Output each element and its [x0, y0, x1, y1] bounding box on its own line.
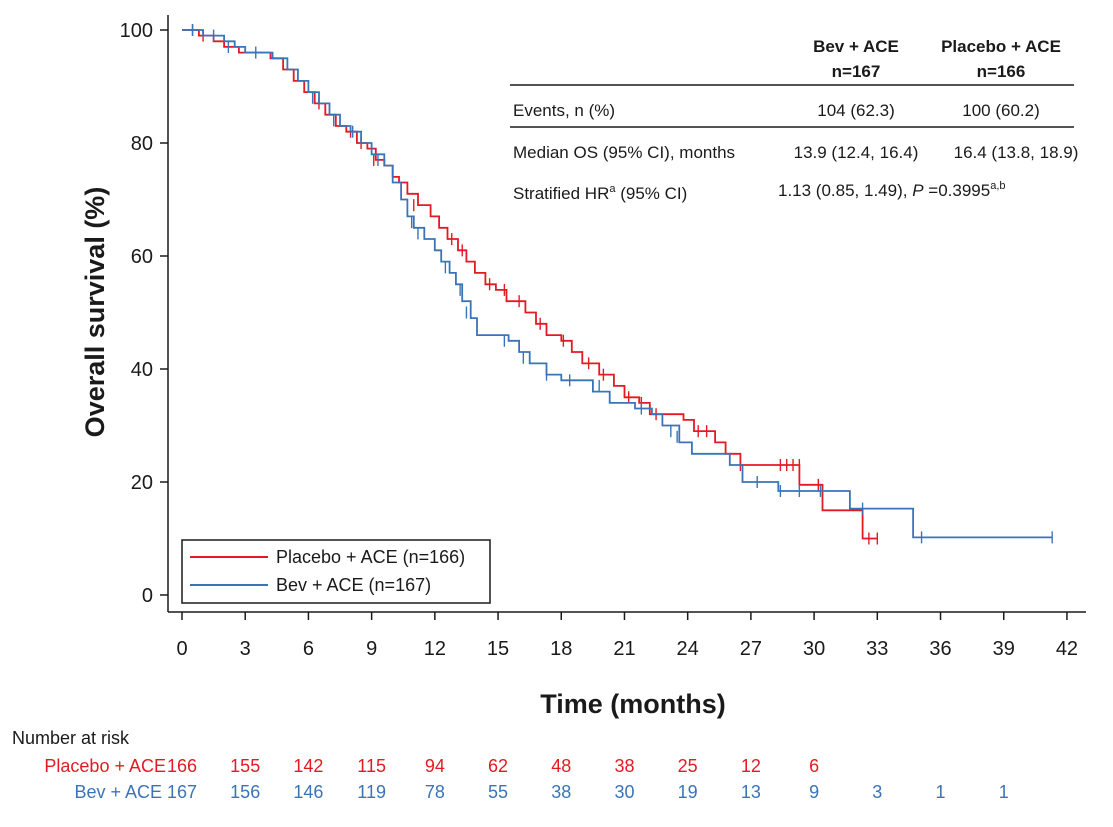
x-tick-label: 30 — [803, 638, 825, 660]
x-tick-label: 27 — [740, 638, 762, 660]
y-tick-label: 20 — [131, 472, 153, 494]
legend: Placebo + ACE (n=166) Bev + ACE (n=167) — [181, 539, 491, 604]
table-row2-col2: 16.4 (13.8, 18.9) — [954, 143, 1079, 162]
y-tick-label: 80 — [131, 133, 153, 155]
risk-count-placebo: 94 — [425, 756, 445, 776]
risk-count-bev: 30 — [614, 782, 634, 802]
risk-count-placebo: 38 — [614, 756, 634, 776]
table-col1-header-1: Bev + ACE — [813, 37, 899, 56]
x-tick-label: 6 — [303, 638, 314, 660]
risk-count-bev: 13 — [741, 782, 761, 802]
risk-count-bev: 9 — [809, 782, 819, 802]
risk-count-bev: 19 — [678, 782, 698, 802]
risk-count-bev: 78 — [425, 782, 445, 802]
x-ticks: 0 3 6 9 12 15 18 21 24 27 30 33 36 39 42 — [176, 612, 1078, 660]
table-row2-col1: 13.9 (12.4, 16.4) — [794, 143, 919, 162]
x-tick-label: 36 — [929, 638, 951, 660]
risk-count-placebo: 142 — [293, 756, 323, 776]
y-tick-label: 40 — [131, 359, 153, 381]
x-tick-label: 21 — [613, 638, 635, 660]
risk-count-placebo: 62 — [488, 756, 508, 776]
risk-count-bev: 167 — [167, 782, 197, 802]
risk-count-bev: 156 — [230, 782, 260, 802]
x-tick-label: 18 — [550, 638, 572, 660]
legend-label-bev: Bev + ACE (n=167) — [276, 575, 431, 595]
risk-table: Number at risk Placebo + ACE Bev + ACE 1… — [12, 728, 1009, 802]
risk-count-bev: 119 — [357, 782, 386, 802]
risk-row-placebo: 166 155 142 115 94 62 48 38 25 12 6 — [167, 756, 819, 776]
x-tick-label: 0 — [176, 638, 187, 660]
table-row2-label: Median OS (95% CI), months — [513, 143, 735, 162]
risk-count-bev: 55 — [488, 782, 508, 802]
survival-curves — [182, 24, 1053, 545]
x-tick-label: 24 — [677, 638, 699, 660]
risk-count-placebo: 12 — [741, 756, 761, 776]
x-tick-label: 9 — [366, 638, 377, 660]
y-ticks: 0 20 40 60 80 100 — [120, 20, 168, 607]
risk-count-placebo: 155 — [230, 756, 260, 776]
risk-count-bev: 3 — [872, 782, 882, 802]
x-tick-label: 39 — [993, 638, 1015, 660]
table-row3-label: Stratified HRa (95% CI) — [513, 183, 687, 203]
table-row1-col2: 100 (60.2) — [962, 101, 1040, 120]
risk-count-placebo: 166 — [167, 756, 197, 776]
risk-count-bev: 146 — [293, 782, 323, 802]
risk-count-placebo: 25 — [678, 756, 698, 776]
summary-table: Bev + ACE n=167 Placebo + ACE n=166 Even… — [510, 37, 1078, 203]
legend-label-placebo: Placebo + ACE (n=166) — [276, 547, 465, 567]
risk-count-placebo: 115 — [357, 756, 386, 776]
risk-title: Number at risk — [12, 728, 130, 748]
x-tick-label: 3 — [240, 638, 251, 660]
y-axis-title: Overall survival (%) — [80, 187, 110, 438]
y-tick-label: 100 — [120, 20, 153, 42]
table-col1-header-2: n=167 — [832, 62, 881, 81]
table-col2-header-1: Placebo + ACE — [941, 37, 1061, 56]
risk-count-bev: 1 — [936, 782, 946, 802]
legend-box — [181, 539, 491, 604]
series-line-bev — [182, 29, 1053, 539]
y-tick-label: 0 — [142, 585, 153, 607]
risk-count-bev: 1 — [999, 782, 1009, 802]
table-col2-header-2: n=166 — [977, 62, 1026, 81]
y-tick-label: 60 — [131, 246, 153, 268]
x-tick-label: 33 — [866, 638, 888, 660]
table-row1-label: Events, n (%) — [513, 101, 615, 120]
risk-count-placebo: 6 — [809, 756, 819, 776]
table-row1-col1: 104 (62.3) — [817, 101, 895, 120]
x-axis-title: Time (months) — [540, 689, 726, 719]
x-tick-label: 15 — [487, 638, 509, 660]
risk-row-bev: 167 156 146 119 78 55 38 30 19 13 9 3 1 1 — [167, 782, 1009, 802]
axes — [167, 15, 1086, 613]
risk-label-bev: Bev + ACE — [74, 782, 162, 802]
x-tick-label: 12 — [424, 638, 446, 660]
x-tick-label: 42 — [1056, 638, 1078, 660]
risk-count-bev: 38 — [551, 782, 571, 802]
table-row3-value: 1.13 (0.85, 1.49), P =0.3995a,b — [778, 180, 1006, 200]
risk-label-placebo: Placebo + ACE — [44, 756, 166, 776]
risk-count-placebo: 48 — [551, 756, 571, 776]
